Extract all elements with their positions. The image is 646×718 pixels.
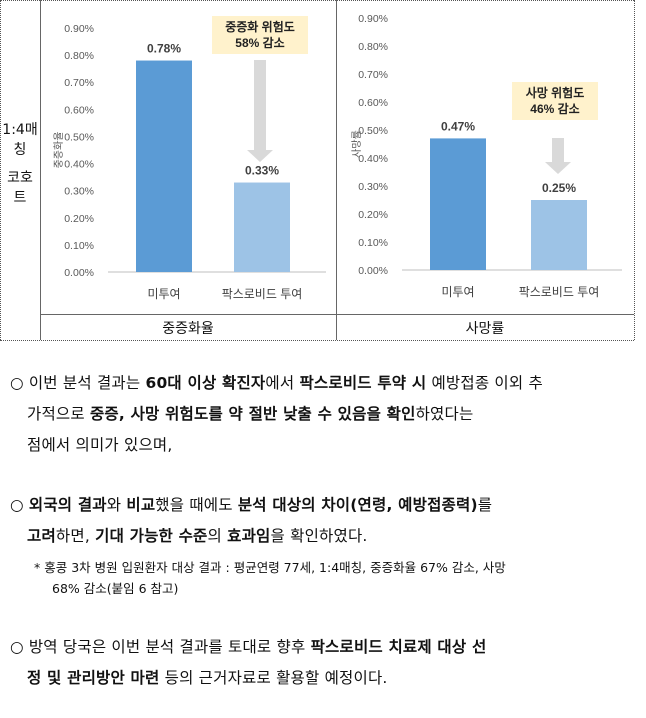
- death-rate-chart: 0.00% 0.10% 0.20% 0.30% 0.40% 0.50% 0.60% 0.70%…: [351, 13, 622, 299]
- data-label: 0.33%: [245, 164, 279, 178]
- y-tick-label: 0.50%: [64, 131, 94, 143]
- y-tick-label: 0.40%: [64, 159, 94, 171]
- text: ○ 이번 분석 결과는: [10, 374, 146, 392]
- y-tick-label: 0.20%: [64, 213, 94, 225]
- bold-text: 비교: [126, 496, 156, 514]
- y-tick-label: 0.40%: [358, 153, 388, 165]
- paragraph-line: 고려하면, 기대 가능한 수준의 효과임을 확인하였다.: [10, 521, 636, 552]
- callout-line: 중증화 위험도: [225, 19, 295, 34]
- bold-text: 외국의 결과: [28, 496, 107, 514]
- callout-line: 46% 감소: [530, 101, 579, 116]
- text: 의: [207, 527, 228, 545]
- text: 예방접종 이외 추: [426, 374, 543, 392]
- bold-text: 팍스로비드 치료제 대상 선: [310, 638, 487, 656]
- x-tick-label: 미투여: [147, 287, 180, 301]
- text: 점에서 의미가 있으며,: [27, 436, 173, 454]
- text: 등의 근거자료로 활용할 예정이다.: [159, 669, 388, 687]
- text: 하면,: [55, 527, 96, 545]
- y-tick-label: 0.90%: [64, 23, 94, 35]
- bar: [430, 138, 486, 270]
- y-tick-label: 0.00%: [358, 265, 388, 277]
- x-tick-label: 미투여: [441, 285, 474, 299]
- severe-rate-chart: 0.00% 0.10% 0.20% 0.30% 0.40% 0.50% 0.60% 0.70%…: [53, 16, 326, 301]
- paragraph-line: ○ 외국의 결과와 비교했을 때에도 분석 대상의 차이(연령, 예방접종력)를: [10, 490, 636, 521]
- y-tick-label: 0.50%: [358, 125, 388, 137]
- text: 했을 때에도: [155, 496, 238, 514]
- row-label: 1:4매 칭 코호 트: [2, 122, 38, 206]
- x-tick-label: 팍스로비드 투여: [519, 285, 600, 299]
- y-tick-label: 0.90%: [358, 13, 388, 25]
- callout-box: [512, 82, 598, 120]
- result-table: 1:4매 칭 코호 트 중증화율 사망률 0.00% 0.10% 0.20% 0.30…: [0, 0, 635, 341]
- bold-text: 정 및 관리방안 마련: [27, 669, 160, 687]
- paragraph-line: 정 및 관리방안 마련 등의 근거자료로 활용할 예정이다.: [10, 663, 636, 694]
- text: 하였다는: [415, 405, 474, 423]
- y-tick-label: 0.30%: [358, 181, 388, 193]
- y-tick-label: 0.80%: [64, 50, 94, 62]
- text: 에서: [265, 374, 300, 392]
- data-label: 0.47%: [441, 119, 475, 133]
- data-label: 0.78%: [147, 42, 181, 56]
- callout-line: 사망 위험도: [526, 85, 585, 100]
- bold-text: 고려: [27, 527, 56, 545]
- bold-text: 60대 이상 확진자: [145, 374, 266, 392]
- text: 와: [106, 496, 127, 514]
- down-arrow-icon: [545, 138, 571, 174]
- bold-text: 기대 가능한 수준: [95, 527, 208, 545]
- column-label-severe: 중증화율: [162, 321, 214, 337]
- y-tick-label: 0.80%: [358, 41, 388, 53]
- y-tick-label: 0.10%: [64, 240, 94, 252]
- paragraph-line: ○ 방역 당국은 이번 분석 결과를 토대로 향후 팍스로비드 치료제 대상 선: [10, 632, 636, 663]
- data-label: 0.25%: [542, 181, 576, 195]
- bold-text: 효과임: [227, 527, 271, 545]
- bold-text: 분석 대상의 차이(연령, 예방접종력): [237, 496, 478, 514]
- y-tick-label: 0.00%: [64, 267, 94, 279]
- bar: [136, 60, 192, 273]
- x-tick-label: 팍스로비드 투여: [222, 287, 303, 301]
- y-tick-label: 0.60%: [64, 104, 94, 116]
- text: 를: [477, 496, 493, 514]
- paragraph-line: 가적으로 중증, 사망 위험도를 약 절반 낮출 수 있음을 확인하였다는: [10, 399, 636, 430]
- y-tick-label: 0.60%: [358, 97, 388, 109]
- text: 가적으로: [27, 405, 90, 423]
- footnote: * 홍콩 3차 병원 입원환자 대상 결과 : 평균연령 77세, 1:4매칭,…: [34, 560, 506, 596]
- y-tick-label: 0.20%: [358, 209, 388, 221]
- bold-text: 팍스로비드 투약 시: [299, 374, 427, 392]
- text: ○ 방역 당국은 이번 분석 결과를 토대로 향후: [10, 638, 311, 656]
- bold-text: 중증, 사망 위험도를 약 절반 낮출 수 있음을 확인: [89, 405, 416, 423]
- paragraph-line: 점에서 의미가 있으며,: [10, 430, 636, 461]
- paragraph-1: ○ 이번 분석 결과는 60대 이상 확진자에서 팍스로비드 투약 시 예방접종…: [10, 368, 636, 461]
- text: 을 확인하였다.: [270, 527, 368, 545]
- paragraph-2: ○ 외국의 결과와 비교했을 때에도 분석 대상의 차이(연령, 예방접종력)를…: [10, 490, 636, 552]
- y-tick-label: 0.70%: [358, 69, 388, 81]
- bar: [531, 200, 587, 270]
- y-tick-label: 0.10%: [358, 237, 388, 249]
- y-axis-label: 중증화율: [53, 132, 65, 169]
- y-axis-label: 사망률: [351, 130, 363, 158]
- y-tick-label: 0.30%: [64, 186, 94, 198]
- down-arrow-icon: [247, 60, 273, 162]
- callout-line: 58% 감소: [235, 35, 284, 50]
- text: ○: [10, 496, 29, 514]
- column-label-death: 사망률: [465, 321, 505, 337]
- paragraph-3: ○ 방역 당국은 이번 분석 결과를 토대로 향후 팍스로비드 치료제 대상 선…: [10, 632, 636, 694]
- paragraph-line: ○ 이번 분석 결과는 60대 이상 확진자에서 팍스로비드 투약 시 예방접종…: [10, 368, 636, 399]
- y-tick-label: 0.70%: [64, 77, 94, 89]
- callout-box: [212, 16, 308, 54]
- bar: [234, 182, 290, 272]
